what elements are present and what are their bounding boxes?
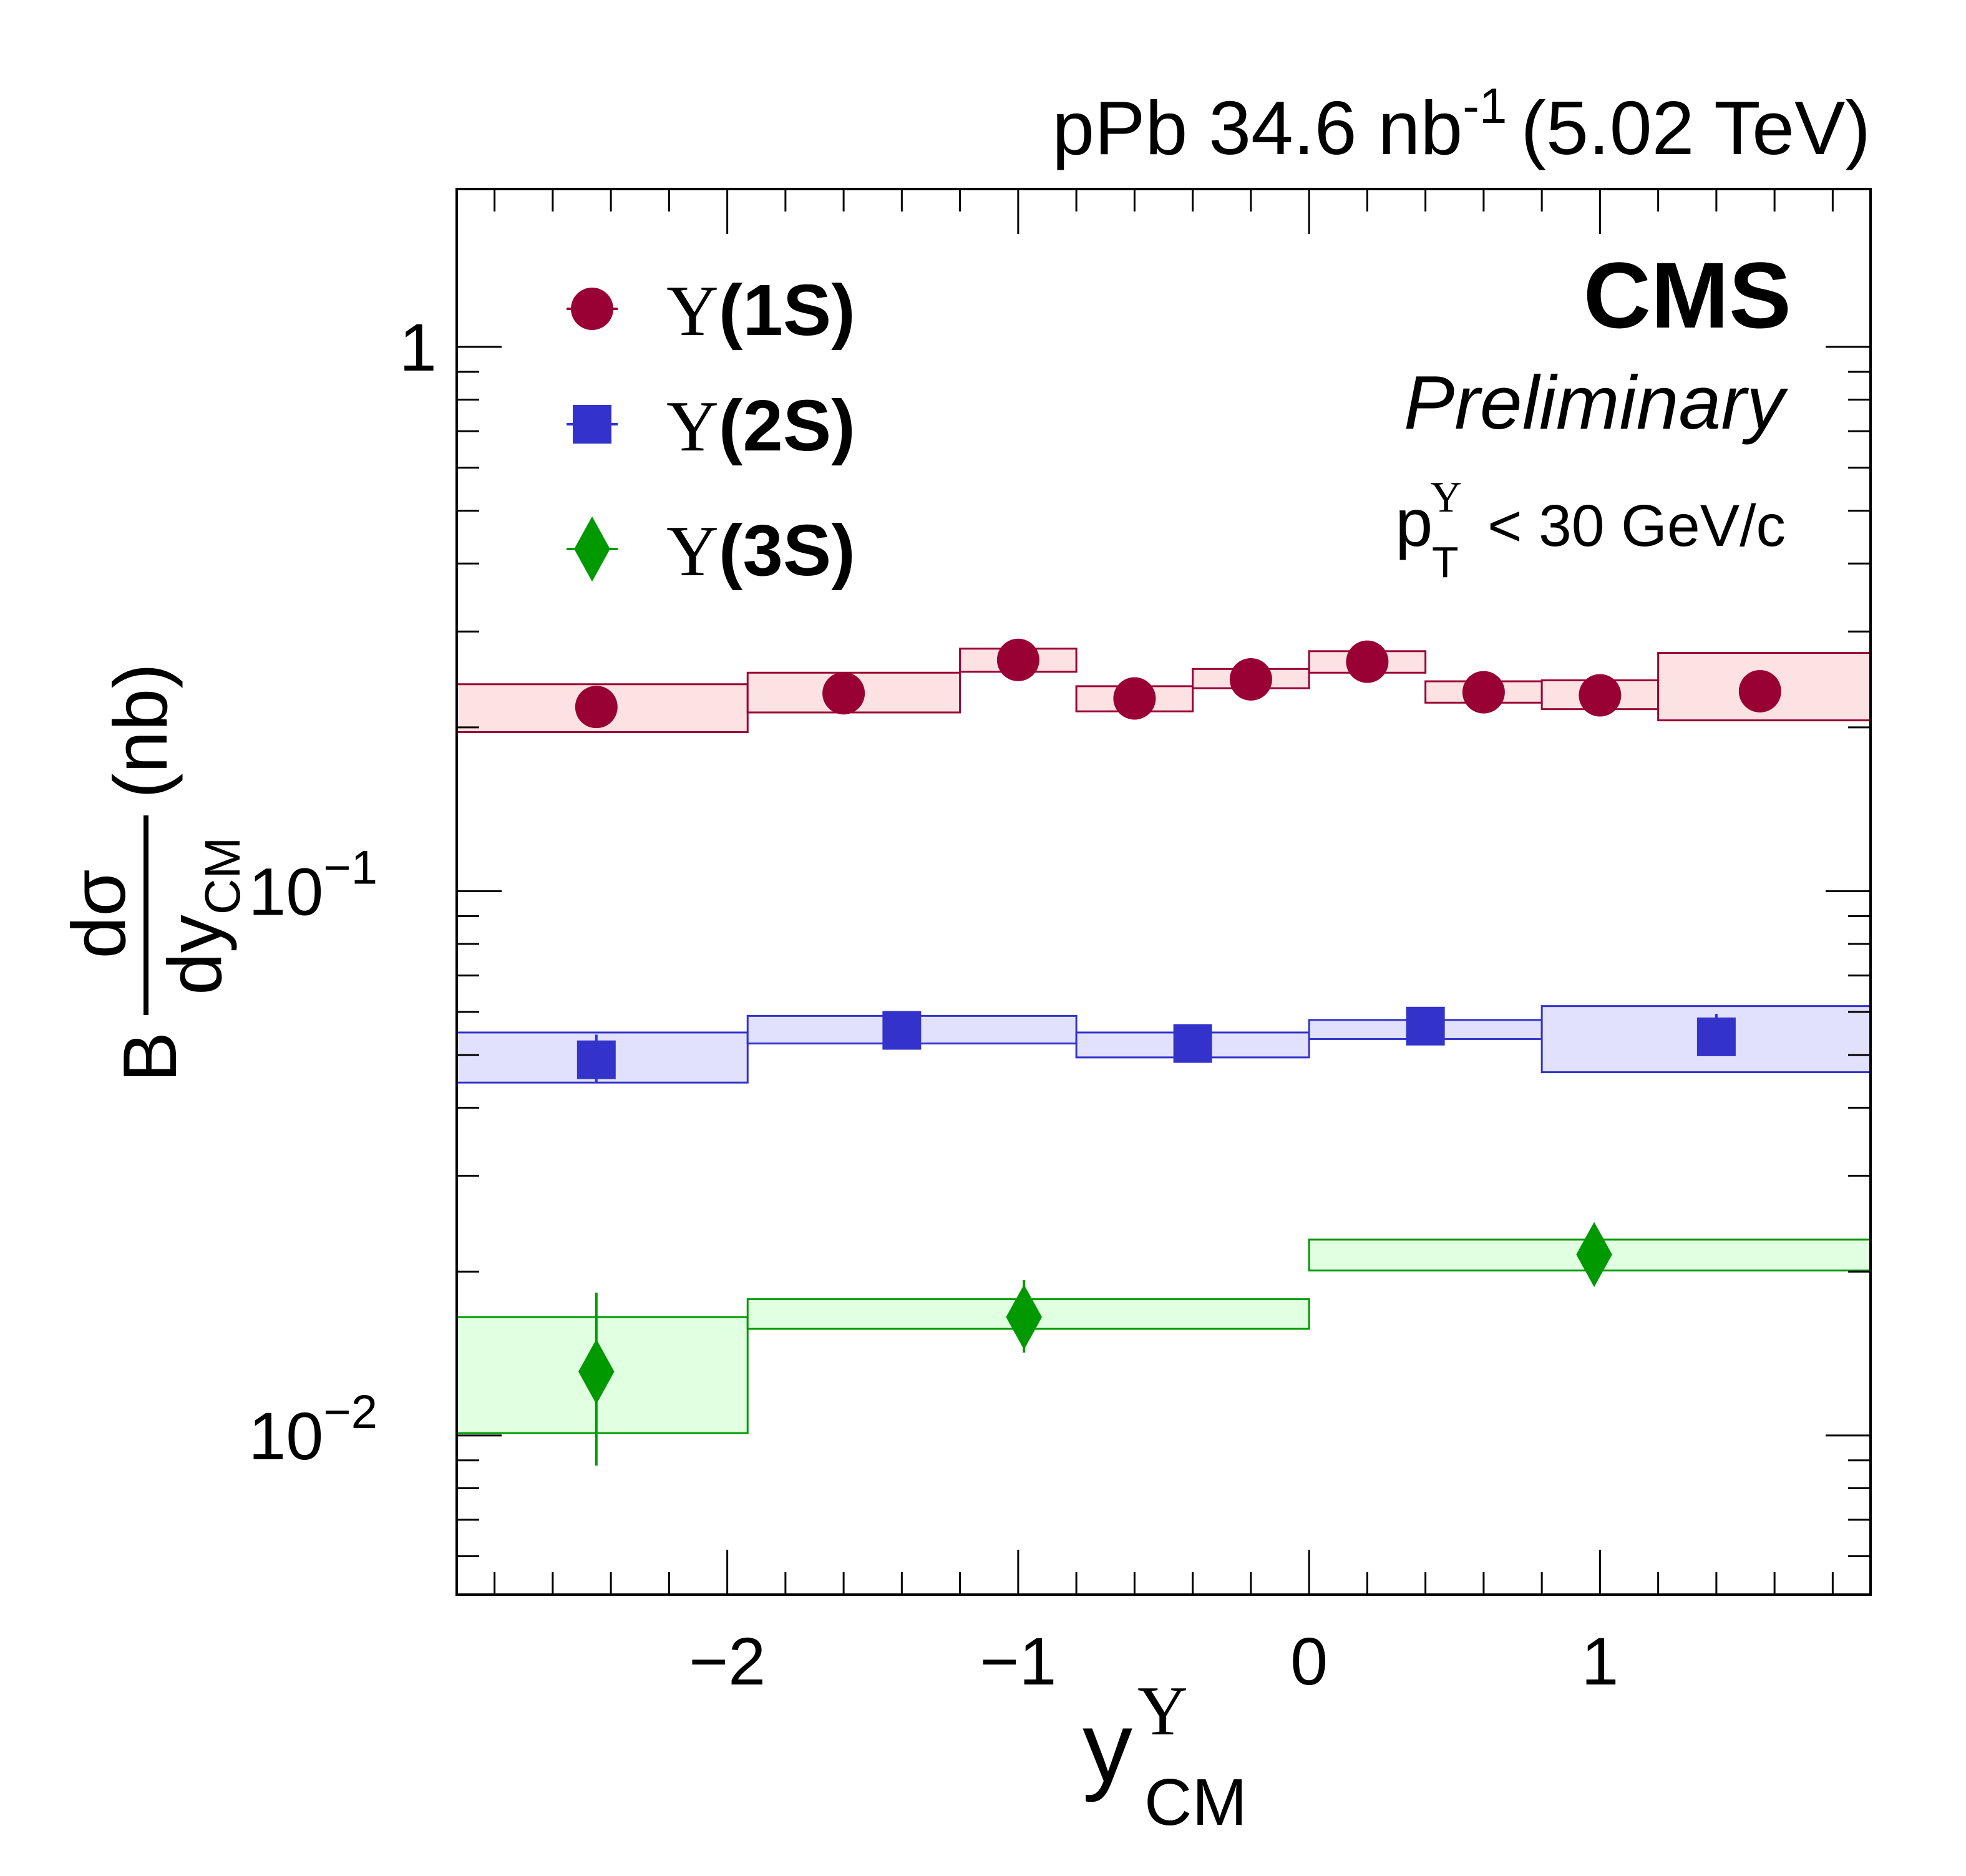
energy-label: (5.02 TeV) (1521, 85, 1871, 170)
y-tick-label-exponent: −2 (323, 1386, 377, 1439)
pt-cut-sup: Υ (1430, 474, 1462, 522)
legend: Υ(1S)Υ(2S)Υ(3S) (567, 270, 855, 591)
dataset-label: pPb 34.6 nb (1052, 85, 1462, 170)
pt-cut-sub: T (1432, 538, 1459, 586)
y-axis-title-denominator: dyCM (152, 837, 250, 995)
legend-label-state: (1S) (719, 270, 855, 351)
y-axis-title: B dσ dyCM (nb) (56, 663, 250, 1082)
y-axis-title-den-sub: CM (195, 837, 250, 915)
x-axis-title-sub: CM (1144, 1766, 1247, 1839)
axis-ticks (457, 189, 1871, 1595)
data-marker (996, 638, 1039, 681)
y-axis-title-prefix: B (107, 1032, 192, 1082)
legend-label: Υ(3S) (666, 510, 855, 591)
pt-cut-label: pΥ T < 30 GeV/c (1395, 474, 1786, 586)
legend-marker (574, 516, 610, 582)
data-marker (1229, 658, 1272, 701)
x-tick-label: −1 (980, 1623, 1056, 1699)
legend-label-symbol: Υ (666, 512, 719, 591)
pt-cut-p: p (1395, 485, 1433, 560)
x-tick-label: 0 (1290, 1623, 1328, 1699)
x-axis-title-base: y (1083, 1691, 1132, 1802)
data-marker (1006, 1284, 1042, 1350)
legend-label-state: (3S) (719, 510, 855, 591)
legend-label-symbol: Υ (666, 387, 719, 467)
y-tick-label: 10−1 (248, 841, 377, 929)
data-marker (1696, 1017, 1736, 1056)
data-marker (577, 1040, 616, 1079)
legend-marker (571, 288, 613, 330)
systematic-box (1540, 1005, 1872, 1074)
y-tick-label: 10−2 (248, 1386, 377, 1474)
legend-label-state: (2S) (719, 385, 855, 466)
data-marker (1576, 1222, 1612, 1288)
y-tick-label-exponent: −1 (323, 841, 377, 894)
dataset-header: pPb 34.6 nb-1 (5.02 TeV) (1052, 78, 1871, 170)
legend-marker (573, 405, 611, 444)
data-marker (1173, 1024, 1212, 1063)
status-label: Preliminary (1404, 360, 1789, 445)
legend-label: Υ(1S) (666, 270, 855, 351)
x-tick-label: −2 (689, 1623, 766, 1699)
y-tick-label-base: 10 (248, 1398, 323, 1474)
data-marker (1113, 677, 1156, 720)
data-marker (575, 686, 618, 729)
y-axis-title-unit: (nb) (98, 663, 183, 799)
x-axis-title: yΥ CM (1083, 1673, 1247, 1839)
systematic-bands (455, 648, 1872, 1434)
lumi-superscript: -1 (1462, 78, 1507, 134)
experiment-label: CMS (1584, 243, 1791, 347)
data-marker (1579, 674, 1622, 717)
legend-label-symbol: Υ (666, 271, 719, 351)
data-marker (1738, 669, 1781, 712)
data-marker (882, 1011, 922, 1050)
y-axis-title-numerator: dσ (56, 869, 141, 958)
data-marker (822, 672, 865, 715)
y-tick-label-base: 10 (248, 853, 323, 929)
legend-label: Υ(2S) (666, 385, 855, 467)
data-marker (1406, 1006, 1445, 1046)
x-tick-label: 1 (1581, 1623, 1618, 1699)
data-points (575, 638, 1781, 1466)
y-axis-title-den: dy (152, 915, 237, 995)
x-axis-title-sup: Υ (1137, 1673, 1188, 1750)
data-marker (1462, 671, 1505, 714)
data-marker (1346, 640, 1389, 683)
pt-cut-rest: < 30 GeV/c (1471, 493, 1786, 559)
y-tick-label: 1 (399, 309, 437, 385)
data-marker (578, 1339, 615, 1404)
